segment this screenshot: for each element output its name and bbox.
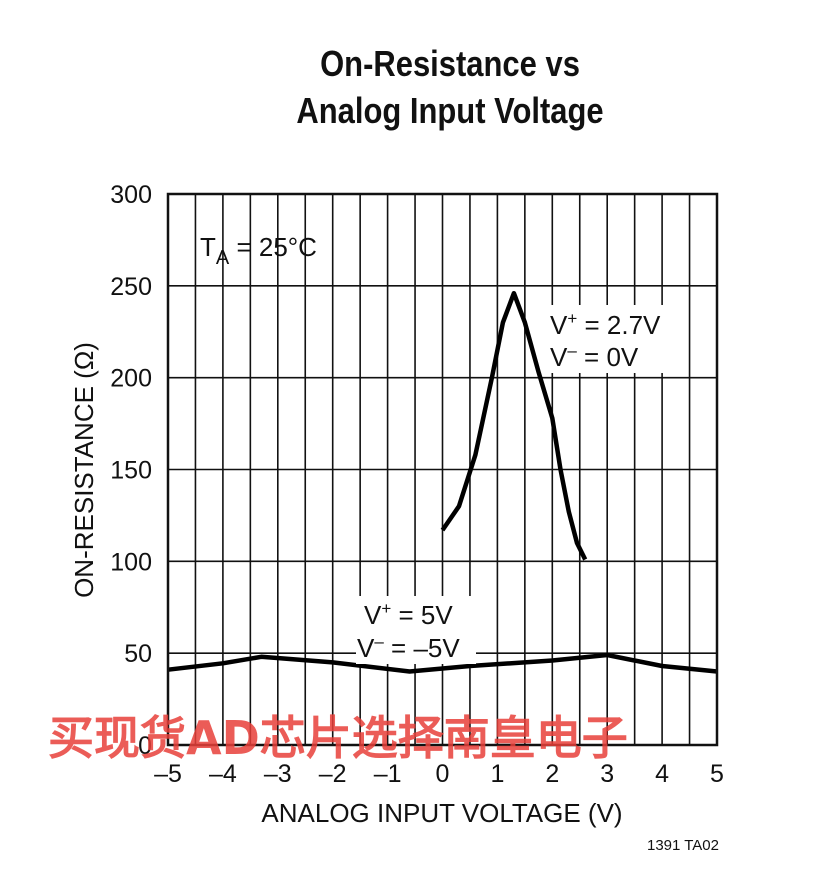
temperature-annotation: TA = 25°C	[200, 232, 317, 269]
x-tick-label: 0	[436, 760, 450, 788]
x-tick-label: –3	[264, 760, 292, 788]
y-tick-label: 150	[110, 457, 152, 485]
y-tick-label: 100	[110, 548, 152, 576]
x-tick-label: –4	[209, 760, 237, 788]
series-2-line	[167, 652, 718, 674]
series-1-label: V+ = 2.7V V– = 0V	[545, 305, 663, 373]
y-tick-label: 0	[138, 732, 152, 760]
series-2-label-line-2: V– = –5V	[357, 632, 460, 663]
x-tick-label: 2	[545, 760, 559, 788]
y-tick-label: 300	[110, 181, 152, 209]
y-tick-label: 250	[110, 273, 152, 301]
series-2-label-line-1: V+ = 5V	[364, 599, 453, 630]
figure-code: 1391 TA02	[647, 837, 719, 854]
watermark: 买现货AD芯片选择南皇电子	[48, 711, 628, 765]
x-tick-label: –2	[319, 760, 347, 788]
x-tick-label: –5	[154, 760, 182, 788]
series-2-label: V+ = 5V V– = –5V	[356, 596, 476, 664]
y-tick-label: 200	[110, 365, 152, 393]
x-tick-label: –1	[374, 760, 402, 788]
series-1-label-line-1: V+ = 2.7V	[550, 309, 661, 340]
x-tick-label: 5	[710, 760, 724, 788]
plot-frame	[166, 192, 719, 747]
series-1-label-line-2: V– = 0V	[550, 341, 639, 372]
chart-title-line-1: On-Resistance vs	[320, 43, 580, 84]
y-axis-label: ON-RESISTANCE (Ω)	[69, 342, 99, 598]
series-1-line	[440, 290, 588, 561]
x-tick-label: 3	[600, 760, 614, 788]
x-axis-label: ANALOG INPUT VOLTAGE (V)	[261, 798, 622, 828]
x-tick-label: 1	[490, 760, 504, 788]
chart-title-line-2: Analog Input Voltage	[296, 90, 604, 131]
y-tick-label: 50	[124, 640, 152, 668]
x-tick-label: 4	[655, 760, 669, 788]
series-group	[167, 290, 718, 674]
